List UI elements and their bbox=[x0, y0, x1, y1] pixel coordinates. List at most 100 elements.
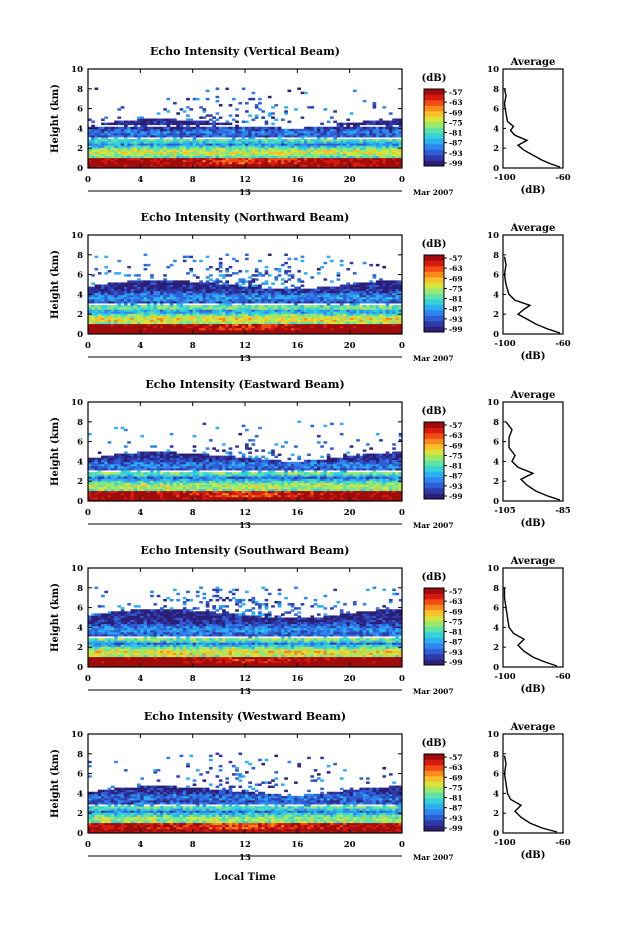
heatmap-cell bbox=[238, 329, 243, 333]
heatmap-cell bbox=[186, 284, 190, 287]
heatmap-cell bbox=[287, 132, 292, 136]
heatmap-cell bbox=[392, 305, 396, 308]
heatmap-cell bbox=[326, 319, 331, 323]
heatmap-cell bbox=[379, 323, 383, 327]
heatmap-cell bbox=[104, 151, 109, 154]
heatmap-cell bbox=[153, 282, 158, 285]
heatmap-cell bbox=[123, 327, 128, 331]
heatmap-cell bbox=[310, 106, 315, 109]
heatmap-cell bbox=[231, 97, 236, 101]
heatmap-cell bbox=[189, 155, 194, 159]
heatmap-cell bbox=[91, 325, 95, 329]
heatmap-cell bbox=[382, 323, 387, 327]
heatmap-cell bbox=[241, 128, 246, 132]
heatmap-cell bbox=[176, 139, 180, 142]
heatmap-cell bbox=[349, 149, 354, 152]
heatmap-cell bbox=[280, 155, 285, 159]
heatmap-cell bbox=[261, 298, 266, 302]
heatmap-cell bbox=[215, 286, 220, 290]
heatmap-cell bbox=[94, 315, 99, 318]
heatmap-cell bbox=[110, 290, 115, 294]
heatmap-cell bbox=[127, 311, 131, 314]
heatmap-cell bbox=[303, 329, 308, 333]
heatmap-cell bbox=[88, 309, 92, 312]
heatmap-cell bbox=[346, 139, 351, 142]
heatmap-cell bbox=[290, 147, 295, 150]
heatmap-cell bbox=[258, 288, 262, 292]
heatmap-cell bbox=[284, 301, 288, 304]
heatmap-cell bbox=[382, 126, 387, 130]
heatmap-cell bbox=[287, 151, 292, 154]
heatmap-cell bbox=[359, 139, 364, 142]
heatmap-cell bbox=[163, 153, 167, 157]
heatmap-cell bbox=[330, 116, 334, 119]
heatmap-cell bbox=[300, 132, 305, 136]
heatmap-cell bbox=[395, 165, 400, 169]
heatmap-cell bbox=[271, 159, 275, 163]
heatmap-cell bbox=[287, 145, 292, 148]
heatmap-cell bbox=[267, 128, 272, 132]
heatmap-cell bbox=[352, 315, 357, 318]
heatmap-cell bbox=[339, 124, 344, 128]
heatmap-cell bbox=[195, 143, 200, 146]
heatmap-cell bbox=[343, 313, 347, 316]
heatmap-cell bbox=[313, 309, 318, 312]
heatmap-cell bbox=[398, 286, 403, 290]
heatmap-cell bbox=[261, 141, 266, 144]
heatmap-cell bbox=[130, 327, 135, 331]
heatmap-cell bbox=[333, 286, 337, 290]
heatmap-cell bbox=[127, 139, 131, 142]
heatmap-cell bbox=[114, 494, 118, 498]
heatmap-cell bbox=[382, 288, 387, 292]
heatmap-cell bbox=[359, 143, 364, 146]
heatmap-cell bbox=[225, 145, 230, 148]
heatmap-cell bbox=[284, 157, 288, 161]
heatmap-cell bbox=[388, 155, 393, 159]
heatmap-cell bbox=[192, 313, 197, 316]
heatmap-cell bbox=[114, 478, 118, 481]
heatmap-cell bbox=[382, 290, 387, 294]
heatmap-cell bbox=[375, 319, 380, 323]
heatmap-cell bbox=[339, 143, 344, 146]
heatmap-cell bbox=[179, 286, 184, 290]
heatmap-cell bbox=[163, 313, 167, 316]
heatmap-cell bbox=[290, 313, 295, 316]
heatmap-cell bbox=[267, 147, 272, 150]
heatmap-cell bbox=[127, 323, 131, 327]
heatmap-cell bbox=[320, 288, 324, 292]
heatmap-cell bbox=[372, 104, 377, 107]
heatmap-cell bbox=[346, 157, 351, 161]
heatmap-cell bbox=[267, 296, 272, 300]
heatmap-cell bbox=[235, 325, 239, 329]
heatmap-cell bbox=[123, 155, 128, 159]
heatmap-cell bbox=[245, 305, 249, 308]
heatmap-cell bbox=[395, 153, 400, 157]
heatmap-cell bbox=[369, 305, 373, 308]
heatmap-cell bbox=[222, 309, 226, 312]
heatmap-cell bbox=[212, 286, 216, 290]
heatmap-cell bbox=[120, 325, 125, 329]
heatmap-cell bbox=[150, 139, 154, 142]
heatmap-cell bbox=[143, 141, 148, 144]
heatmap-cell bbox=[379, 294, 383, 298]
heatmap-cell bbox=[94, 284, 99, 287]
heatmap-cell bbox=[248, 147, 252, 150]
heatmap-cell bbox=[88, 327, 92, 331]
heatmap-cell bbox=[97, 494, 102, 498]
heatmap-cell bbox=[133, 151, 138, 154]
heatmap-cell bbox=[395, 311, 400, 314]
heatmap-cell bbox=[225, 141, 230, 144]
heatmap-cell bbox=[238, 311, 243, 314]
x-tick-label: 0 bbox=[85, 341, 91, 351]
heatmap-cell bbox=[117, 325, 122, 329]
heatmap-cell bbox=[110, 461, 115, 465]
heatmap-cell bbox=[251, 286, 256, 290]
heatmap-cell bbox=[379, 331, 383, 335]
heatmap-cell bbox=[101, 465, 105, 469]
heatmap-cell bbox=[195, 151, 200, 154]
heatmap-cell bbox=[107, 165, 112, 169]
heatmap-cell bbox=[133, 311, 138, 314]
heatmap-cell bbox=[212, 317, 216, 320]
heatmap-cell bbox=[146, 303, 151, 306]
heatmap-cell bbox=[91, 155, 95, 159]
